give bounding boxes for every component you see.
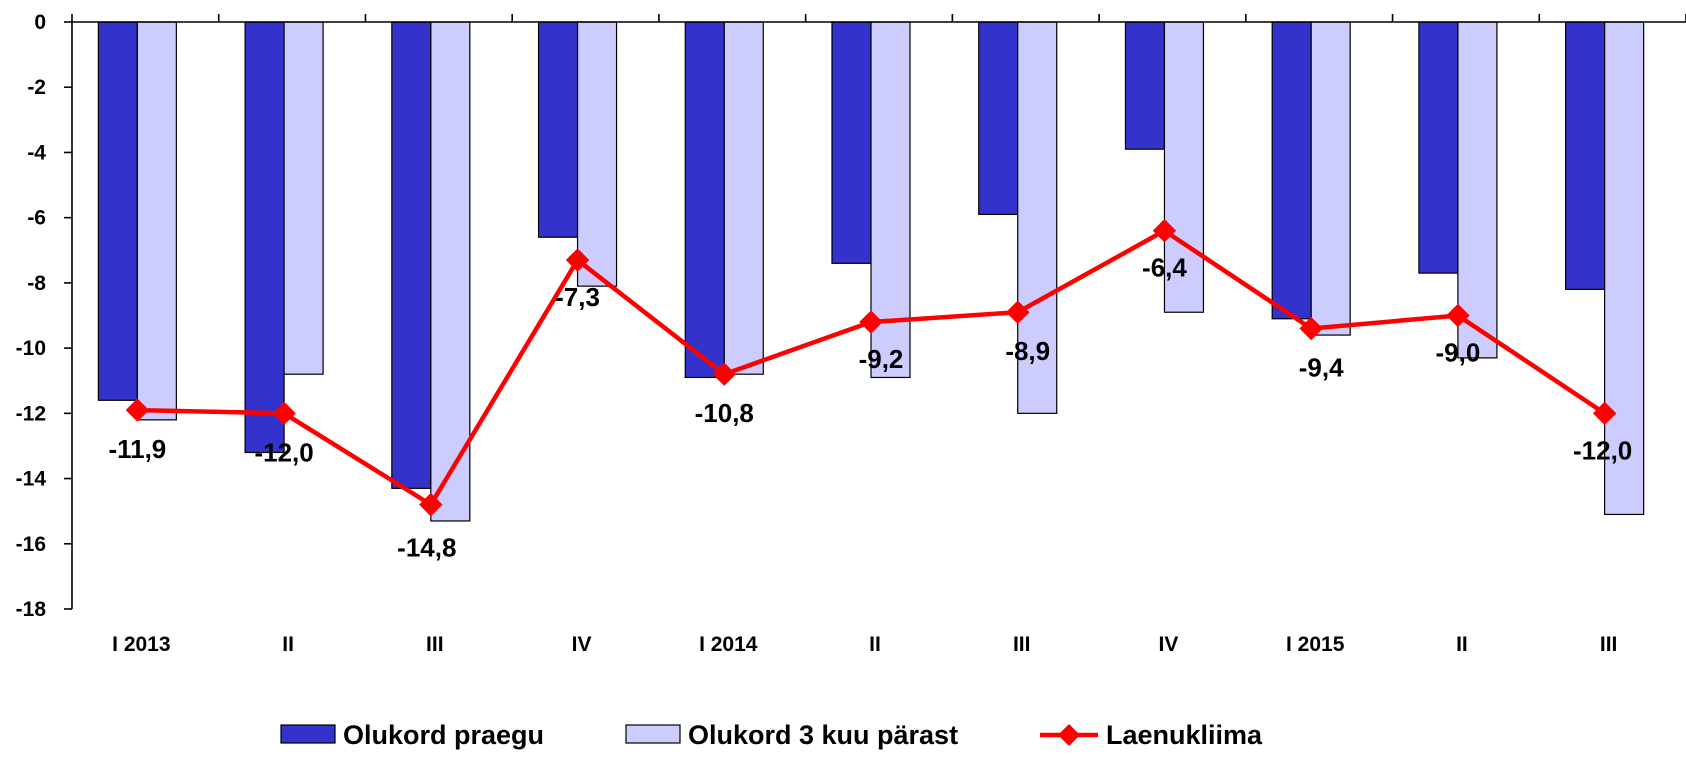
x-tick-label-4: I 2014 (699, 633, 758, 656)
y-tick-label-4: -8 (27, 272, 46, 295)
marker-laenukliima-7 (1152, 219, 1177, 243)
y-tick-label-1: -2 (27, 76, 46, 99)
bar-olukord-praegu-0 (97, 21, 138, 401)
data-label-laenukliima-5: -9,2 (859, 344, 904, 374)
data-label-laenukliima-10: -12,0 (1573, 435, 1632, 465)
marker-laenukliima-4 (712, 362, 736, 386)
x-tick-label-3: IV (572, 633, 592, 656)
bar-olukord-3-kuu-1 (283, 21, 324, 375)
bar-olukord-3-kuu-7 (1163, 21, 1205, 313)
data-label-laenukliima-1: -12,0 (254, 437, 313, 467)
y-tick-label-2: -4 (27, 141, 46, 164)
marker-laenukliima-1 (272, 401, 296, 426)
bar-olukord-praegu-3 (537, 21, 579, 238)
bar-olukord-3-kuu-4 (723, 21, 764, 375)
y-tick-label-9: -18 (16, 598, 47, 621)
marker-laenukliima-5 (859, 310, 883, 334)
x-tick-label-7: IV (1159, 633, 1179, 656)
line-layer (125, 219, 1617, 517)
bar-olukord-praegu-10 (1565, 21, 1606, 291)
x-tick-label-2: III (426, 633, 444, 656)
marker-laenukliima-10 (1592, 401, 1617, 426)
axes-layer: 0-2-4-6-8-10-12-14-16-18I 2013 II III IV I 2… (16, 11, 1686, 656)
bar-olukord-praegu-6 (978, 21, 1019, 216)
legend: Olukord praegu Olukord 3 kuu pärast Laenuk… (280, 720, 1263, 750)
x-tick-label-6: III (1013, 633, 1031, 656)
bar-olukord-3-kuu-10 (1604, 21, 1645, 516)
y-tick-label-6: -12 (16, 402, 46, 425)
bar-olukord-praegu-7 (1124, 21, 1166, 150)
legend-swatch-olukord-praegu (280, 724, 336, 744)
bar-olukord-praegu-2 (391, 21, 432, 489)
y-tick-label-3: -6 (27, 207, 46, 230)
x-tick-label-10: III (1600, 633, 1618, 656)
marker-laenukliima-8 (1299, 316, 1323, 341)
data-label-laenukliima-8: -9,4 (1299, 353, 1344, 383)
bar-olukord-praegu-8 (1271, 21, 1312, 320)
marker-laenukliima-2 (419, 492, 443, 517)
data-label-laenukliima-0: -11,9 (108, 434, 166, 464)
legend-marker-laenukliima (1058, 724, 1080, 746)
bar-olukord-3-kuu-2 (430, 21, 471, 522)
legend-label-laenukliima: Laenukliima (1106, 720, 1263, 750)
legend-label-olukord-3-kuu: Olukord 3 kuu pärast (688, 720, 958, 750)
data-label-laenukliima-6: -8,9 (1005, 336, 1050, 366)
bar-olukord-praegu-4 (684, 21, 725, 379)
y-tick-label-8: -16 (16, 533, 46, 556)
legend-label-olukord-praegu: Olukord praegu (343, 720, 544, 750)
bar-olukord-praegu-1 (244, 21, 285, 454)
bars-layer (97, 21, 1645, 522)
marker-laenukliima-3 (565, 248, 590, 272)
marker-laenukliima-9 (1446, 303, 1470, 328)
bar-olukord-praegu-9 (1418, 21, 1459, 274)
bar-olukord-3-kuu-9 (1457, 21, 1498, 359)
x-tick-label-0: I 2013 (112, 633, 170, 656)
bar-olukord-3-kuu-3 (576, 21, 618, 287)
data-label-laenukliima-7: -6,4 (1142, 253, 1187, 283)
y-tick-label-0: 0 (34, 11, 46, 34)
x-tick-label-8: I 2015 (1286, 633, 1345, 656)
legend-swatch-olukord-3-kuu (625, 724, 681, 744)
marker-laenukliima-0 (125, 398, 150, 422)
bar-olukord-3-kuu-0 (136, 21, 177, 421)
data-label-laenukliima-9: -9,0 (1436, 338, 1481, 368)
y-tick-label-7: -14 (16, 468, 47, 491)
bar-olukord-3-kuu-8 (1310, 21, 1351, 336)
x-tick-label-1: II (282, 633, 294, 656)
x-tick-label-5: II (869, 633, 881, 656)
marker-laenukliima-6 (1006, 300, 1030, 324)
labels-layer: -11,9 -12,0 -14,8 -7,3 -10,8 -9,2 -8,9 -6,4 -9,4… (108, 253, 1632, 563)
data-label-laenukliima-2: -14,8 (397, 533, 456, 563)
data-label-laenukliima-3: -7,3 (555, 282, 600, 312)
y-tick-label-5: -10 (16, 337, 46, 360)
data-label-laenukliima-4: -10,8 (695, 398, 754, 428)
x-tick-label-9: II (1456, 633, 1468, 656)
bar-olukord-praegu-5 (831, 21, 872, 264)
